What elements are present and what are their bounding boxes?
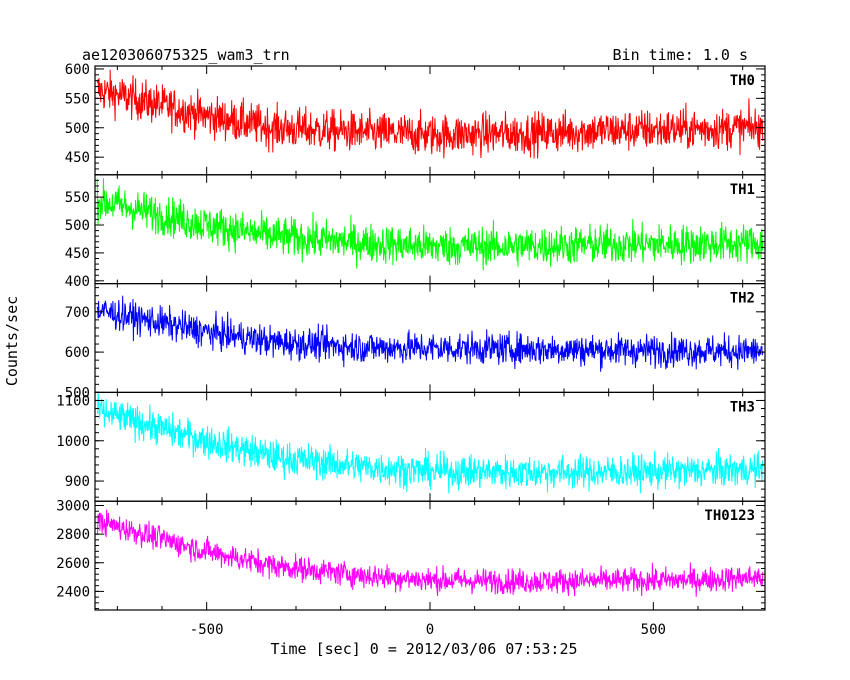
y-tick-label: 2400 bbox=[56, 584, 90, 600]
panel-label-th0123: TH0123 bbox=[704, 508, 755, 524]
series-line-th0 bbox=[96, 69, 764, 159]
panel-label-th1: TH1 bbox=[730, 182, 755, 198]
y-tick-label: 600 bbox=[65, 62, 90, 78]
panel-label-th3: TH3 bbox=[730, 399, 755, 415]
panel-label-th2: TH2 bbox=[730, 291, 755, 307]
x-tick-label: 0 bbox=[426, 622, 434, 638]
y-tick-label: 1100 bbox=[56, 393, 90, 409]
y-tick-label: 500 bbox=[65, 218, 90, 234]
y-tick-label: 400 bbox=[65, 274, 90, 290]
series-line-th3 bbox=[96, 392, 764, 494]
y-tick-label: 550 bbox=[65, 91, 90, 107]
y-tick-label: 2800 bbox=[56, 527, 90, 543]
y-tick-label: 500 bbox=[65, 121, 90, 137]
chart-title: ae120306075325_wam3_trn bbox=[82, 46, 290, 64]
y-tick-label: 3000 bbox=[56, 498, 90, 514]
y-tick-label: 450 bbox=[65, 150, 90, 166]
x-tick-label: -500 bbox=[190, 622, 224, 638]
y-tick-label: 1000 bbox=[56, 434, 90, 450]
y-tick-label: 550 bbox=[65, 190, 90, 206]
series-line-th1 bbox=[96, 178, 764, 271]
y-axis-title: Counts/sec bbox=[3, 296, 21, 386]
y-tick-label: 2600 bbox=[56, 556, 90, 572]
y-tick-label: 450 bbox=[65, 246, 90, 262]
y-tick-label: 600 bbox=[65, 345, 90, 361]
series-line-th0123 bbox=[96, 509, 764, 597]
panel-label-th0: TH0 bbox=[730, 73, 755, 89]
bin-time-label: Bin time: 1.0 s bbox=[613, 46, 748, 64]
y-tick-label: 500 bbox=[65, 385, 90, 401]
y-tick-label: 900 bbox=[65, 474, 90, 490]
y-tick-label: 700 bbox=[65, 305, 90, 321]
x-tick-label: 500 bbox=[641, 622, 666, 638]
series-line-th2 bbox=[96, 295, 764, 372]
x-axis-title: Time [sec] 0 = 2012/03/06 07:53:25 bbox=[270, 640, 577, 658]
panels-group: 450 500 550 600 TH0 400 450 500 550 TH1 500 600 700 T… bbox=[56, 62, 766, 638]
